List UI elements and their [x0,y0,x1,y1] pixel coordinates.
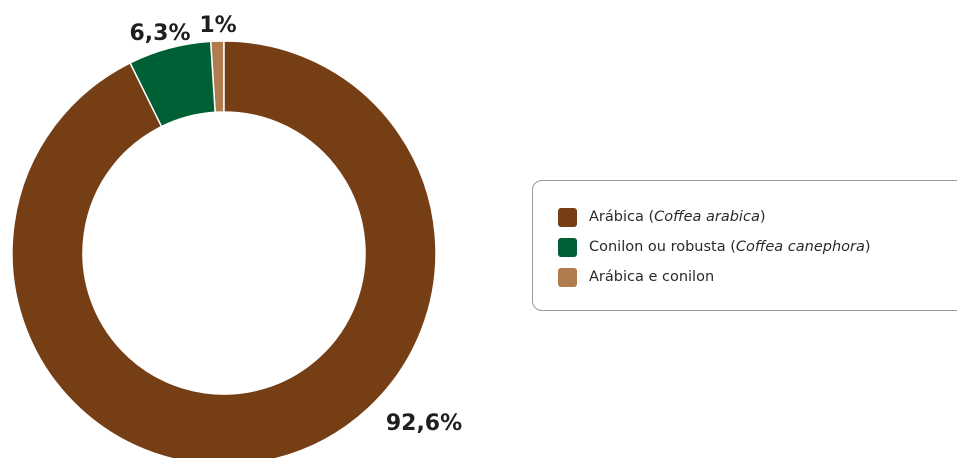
legend-label-arabica-e-conilon: Arábica e conilon [589,269,715,285]
legend: Arábica (Coffea arabica) Conilon ou robu… [532,180,957,311]
legend-label-conilon: Conilon ou robusta (Coffea canephora) [589,239,871,255]
legend-item-conilon: Conilon ou robusta (Coffea canephora) [558,235,871,259]
slice-arabica [11,40,437,458]
legend-swatch-arabica [558,207,577,227]
legend-label-arabica: Arábica (Coffea arabica) [589,209,766,225]
slice-labels: 1% 6,3% 92,6% [129,13,462,436]
donut-slices [11,40,437,458]
value-label-arabica: 92,6% [386,411,462,436]
legend-swatch-conilon [558,237,577,257]
legend-item-arabica-e-conilon: Arábica e conilon [558,265,714,289]
value-label-arabica-e-conilon: 1% [199,13,236,38]
value-label-conilon: 6,3% [129,21,190,46]
legend-item-arabica: Arábica (Coffea arabica) [558,205,766,229]
legend-swatch-arabica-e-conilon [558,267,577,287]
